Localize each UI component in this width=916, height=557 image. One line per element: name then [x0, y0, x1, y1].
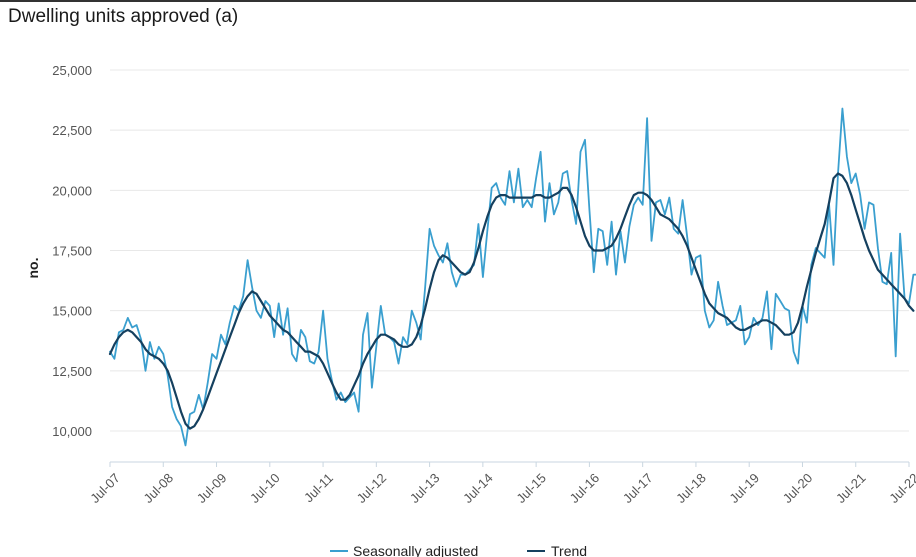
- y-tick-label-1: 12,500: [52, 364, 92, 379]
- x-tick-label-3: Jul-10: [247, 470, 283, 506]
- series-lines: [108, 107, 916, 447]
- x-tick-label-1: Jul-08: [141, 470, 177, 506]
- legend-label-trend: Trend: [551, 543, 587, 557]
- grid-lines: [110, 69, 909, 432]
- x-tick-label-13: Jul-20: [780, 470, 816, 506]
- y-tick-label-0: 10,000: [52, 424, 92, 439]
- x-tick-label-9: Jul-16: [567, 470, 603, 506]
- y-axis-label: no.: [25, 258, 41, 279]
- series-line-seasonally-adjusted: [109, 107, 916, 447]
- y-tick-label-3: 17,500: [52, 244, 92, 259]
- x-tick-label-4: Jul-11: [301, 470, 336, 505]
- x-tick-label-5: Jul-12: [354, 470, 390, 506]
- top-border: [0, 0, 916, 2]
- x-tick-label-0: Jul-07: [87, 470, 123, 506]
- x-tick-label-6: Jul-13: [407, 470, 443, 506]
- chart-title: Dwelling units approved (a): [8, 6, 239, 27]
- y-tick-label-2: 15,000: [52, 304, 92, 319]
- x-tick-label-2: Jul-09: [194, 470, 230, 506]
- legend: Seasonally adjusted Trend: [330, 543, 587, 557]
- x-tick-label-10: Jul-17: [620, 470, 656, 506]
- x-tick-label-7: Jul-14: [460, 470, 496, 506]
- x-tick-label-8: Jul-15: [513, 470, 549, 506]
- y-tick-label-5: 22,500: [52, 123, 92, 138]
- x-axis-ticks: Jul-07 Jul-08 Jul-09 Jul-10 Jul-11 Jul-12 Jul-…: [87, 462, 916, 506]
- x-tick-label-11: Jul-18: [673, 470, 709, 506]
- x-tick-label-12: Jul-19: [726, 470, 762, 506]
- y-tick-label-4: 20,000: [52, 183, 92, 198]
- legend-label-seasonally-adjusted: Seasonally adjusted: [353, 543, 478, 557]
- x-tick-label-14: Jul-21: [833, 470, 869, 506]
- y-tick-label-6: 25,000: [52, 63, 92, 78]
- x-tick-label-15: Jul-22: [886, 470, 916, 506]
- y-axis-ticks: 10,000 12,500 15,000 17,500 20,000 22,500 25,0…: [52, 63, 92, 439]
- series-line-trend: [108, 172, 915, 430]
